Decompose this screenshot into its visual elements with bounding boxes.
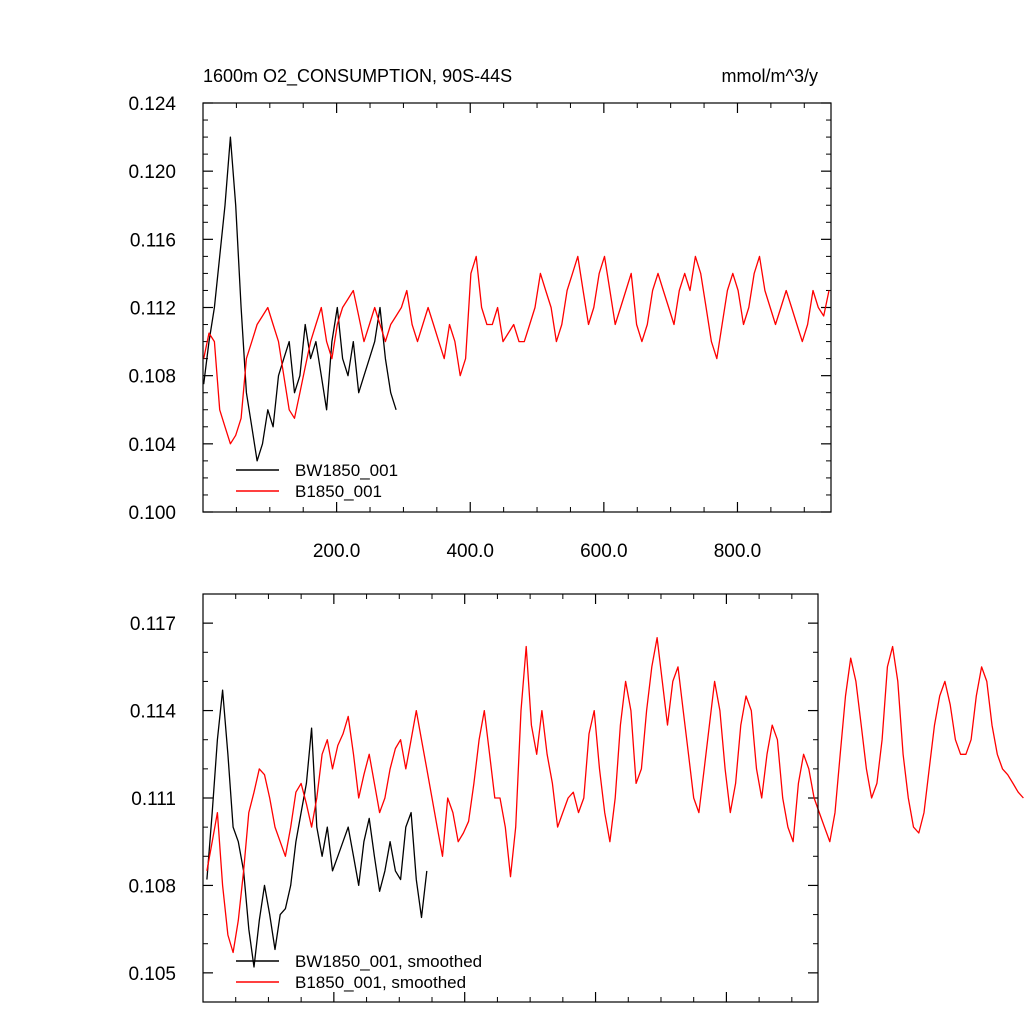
bottom-major-ticks <box>203 594 818 1002</box>
y-tick-label: 0.124 <box>128 94 176 115</box>
y-tick-label: 0.114 <box>130 702 177 723</box>
series-line-bw1850-001-smoothed <box>206 689 428 968</box>
legend-label-bw1850-001: BW1850_001 <box>295 461 398 480</box>
top-series <box>203 136 830 462</box>
y-tick-label: 0.108 <box>128 367 176 388</box>
x-tick-label: 200.0 <box>313 541 361 562</box>
bottom-legend: BW1850_001, smoothed B1850_001, smoothed <box>236 952 482 992</box>
y-tick-label: 0.116 <box>130 230 176 251</box>
x-tick-label: 400.0 <box>446 541 494 562</box>
top-legend: BW1850_001 B1850_001 <box>236 461 398 501</box>
series-line-b1850-001-smoothed <box>206 637 1024 954</box>
x-tick-label: 800.0 <box>714 541 762 562</box>
y-tick-label: 0.117 <box>130 614 176 635</box>
y-tick-label: 0.105 <box>128 964 176 985</box>
bottom-minor-ticks <box>203 594 818 1002</box>
units-label: mmol/m^3/y <box>722 66 818 86</box>
y-tick-label: 0.111 <box>131 789 176 810</box>
legend-label-b1850-001-smoothed: B1850_001, smoothed <box>295 973 466 992</box>
y-tick-label: 0.120 <box>128 162 176 183</box>
top-minor-ticks <box>203 103 831 512</box>
y-tick-label: 0.112 <box>130 299 176 320</box>
y-tick-label: 0.108 <box>128 876 176 897</box>
x-tick-label: 600.0 <box>580 541 628 562</box>
top-major-ticks <box>203 102 831 513</box>
top-plot-frame <box>202 102 832 513</box>
y-tick-label: 0.100 <box>128 503 176 524</box>
y-tick-label: 0.104 <box>128 435 176 456</box>
legend-label-bw1850-001-smoothed: BW1850_001, smoothed <box>295 952 482 971</box>
top-y-tick-labels: 0.100 0.104 0.108 0.112 0.116 0.120 0.124 <box>128 94 176 524</box>
bottom-y-tick-labels: 0.105 0.108 0.111 0.114 0.117 <box>128 614 176 985</box>
series-line-bw1850-001 <box>203 136 397 462</box>
series-line-b1850-001 <box>203 255 830 445</box>
bottom-series <box>206 637 1024 968</box>
panel-bottom-smoothed: 0.105 0.108 0.111 0.114 0.117 BW1850_001, sm… <box>128 593 1024 1003</box>
panel-top-o2-consumption: 1600m O2_CONSUMPTION, 90S-44S mmol/m^3/y… <box>128 66 832 562</box>
bottom-plot-frame <box>202 593 819 1003</box>
top-x-tick-labels: 200.0 400.0 600.0 800.0 <box>313 541 761 562</box>
legend-label-b1850-001: B1850_001 <box>295 482 382 501</box>
chart-title: 1600m O2_CONSUMPTION, 90S-44S <box>203 66 512 87</box>
